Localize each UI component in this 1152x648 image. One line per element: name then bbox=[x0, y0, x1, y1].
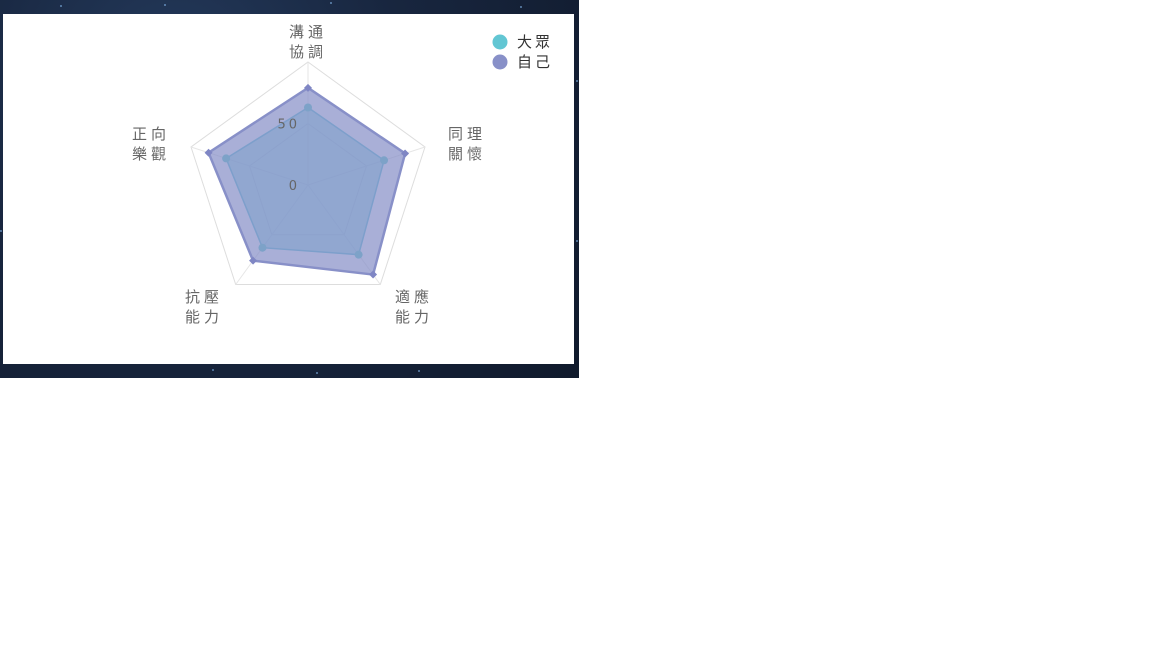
data-point-自己-2[interactable] bbox=[369, 270, 378, 279]
dark-background-frame: 50 0 溝通協調同理關懷適應能力 抗壓能力 正向樂觀 大眾自己 bbox=[0, 0, 579, 378]
star-decoration bbox=[576, 80, 578, 82]
data-point-大眾-0[interactable] bbox=[304, 103, 312, 112]
data-point-大眾-4[interactable] bbox=[222, 154, 231, 163]
legend-label: 大眾 bbox=[517, 33, 553, 51]
tick-label: 0 bbox=[289, 179, 300, 194]
data-point-自己-4[interactable] bbox=[204, 148, 213, 157]
radar-series bbox=[204, 83, 410, 279]
star-decoration bbox=[330, 2, 332, 4]
legend-item-大眾[interactable]: 大眾 bbox=[492, 33, 554, 51]
star-decoration bbox=[0, 230, 2, 232]
star-decoration bbox=[576, 240, 578, 242]
legend-label: 自己 bbox=[517, 53, 553, 71]
axis-label-0: 溝通協調 bbox=[289, 23, 327, 61]
axis-label-2: 適應能力 bbox=[395, 288, 433, 326]
grid-ring-outer bbox=[190, 61, 426, 286]
star-decoration bbox=[316, 372, 318, 374]
star-decoration bbox=[60, 5, 62, 7]
legend-item-自己[interactable]: 自己 bbox=[492, 53, 554, 71]
series-area-自己[interactable] bbox=[207, 86, 407, 276]
data-point-自己-0[interactable] bbox=[304, 83, 312, 92]
star-decoration bbox=[418, 370, 420, 372]
axis-label-1: 同理關懷 bbox=[448, 125, 486, 163]
radar-ticks: 50 0 bbox=[277, 118, 300, 195]
data-point-大眾-2[interactable] bbox=[354, 250, 363, 259]
legend-swatch bbox=[492, 54, 508, 70]
star-decoration bbox=[212, 369, 214, 371]
data-point-大眾-3[interactable] bbox=[258, 243, 267, 252]
axis-label-4: 正向樂觀 bbox=[132, 125, 170, 163]
data-point-大眾-1[interactable] bbox=[380, 156, 389, 165]
axis-label-3: 抗壓能力 bbox=[185, 288, 223, 326]
star-decoration bbox=[520, 6, 522, 8]
star-decoration bbox=[164, 4, 166, 6]
legend-swatch bbox=[492, 34, 508, 50]
tick-label: 50 bbox=[277, 118, 300, 133]
data-point-自己-3[interactable] bbox=[249, 256, 258, 265]
data-point-自己-1[interactable] bbox=[401, 149, 410, 158]
